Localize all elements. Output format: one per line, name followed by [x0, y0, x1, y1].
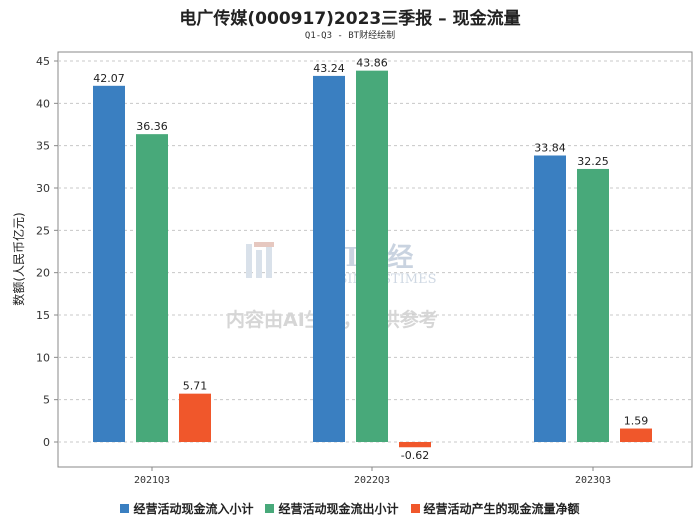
data-label: 1.59 — [624, 415, 649, 428]
y-axis-ticks: 0 5 10 15 20 25 30 35 40 45 — [36, 55, 58, 449]
bars: 42.07 36.36 5.71 43.24 43.86 -0.62 33.84 32.25 1… — [93, 57, 652, 462]
data-label: 43.86 — [356, 57, 388, 70]
bar — [356, 70, 388, 442]
bar — [399, 442, 431, 448]
bar — [534, 155, 566, 442]
y-axis-label: 数额(人民币亿元) — [11, 212, 26, 305]
chart-title: 电广传媒(000917)2023三季报 – 现金流量 — [179, 9, 521, 29]
y-tick-label: 25 — [36, 224, 50, 237]
x-tick-label: 2023Q3 — [575, 475, 611, 486]
data-label: 33.84 — [534, 141, 566, 154]
y-tick-label: 0 — [43, 436, 50, 449]
y-tick-label: 20 — [36, 267, 50, 280]
y-tick-label: 15 — [36, 309, 50, 322]
legend-item: 经营活动现金流出小计 — [265, 500, 399, 517]
legend-swatch — [410, 504, 420, 513]
data-label: 43.24 — [313, 62, 345, 75]
y-tick-label: 30 — [36, 182, 50, 195]
bar — [136, 134, 168, 443]
y-tick-label: 35 — [36, 140, 50, 153]
bar — [620, 428, 652, 442]
legend-item: 经营活动现金流入小计 — [120, 500, 253, 517]
y-tick-label: 10 — [36, 351, 50, 364]
legend: 经营活动现金流入小计 经营活动现金流出小计 经营活动产生的现金流量净额 — [0, 500, 700, 517]
legend-swatch — [120, 504, 130, 513]
data-label: 32.25 — [577, 155, 609, 168]
x-axis-ticks: 2021Q3 2022Q3 2023Q3 — [134, 467, 611, 486]
data-label: 42.07 — [93, 72, 125, 85]
plot-area-frame — [57, 51, 693, 468]
y-tick-label: 45 — [36, 55, 50, 68]
legend-swatch — [265, 504, 275, 513]
legend-item: 经营活动产生的现金流量净额 — [410, 500, 580, 517]
chart-subtitle: Q1-Q3 - BT财经绘制 — [304, 31, 396, 41]
y-tick-label: 5 — [43, 394, 50, 407]
legend-label: 经营活动现金流入小计 — [133, 502, 254, 516]
data-label: -0.62 — [401, 449, 429, 462]
bar — [179, 393, 211, 442]
bar — [313, 75, 345, 442]
x-tick-label: 2021Q3 — [134, 475, 170, 486]
x-tick-label: 2022Q3 — [354, 475, 390, 486]
legend-label: 经营活动现金流出小计 — [278, 502, 399, 516]
data-label: 36.36 — [136, 120, 168, 133]
bar — [93, 85, 125, 442]
y-tick-label: 40 — [36, 97, 50, 110]
bar — [577, 168, 609, 442]
bt-logo-icon — [246, 242, 274, 278]
legend-label: 经营活动产生的现金流量净额 — [423, 502, 580, 516]
data-label: 5.71 — [183, 380, 208, 393]
